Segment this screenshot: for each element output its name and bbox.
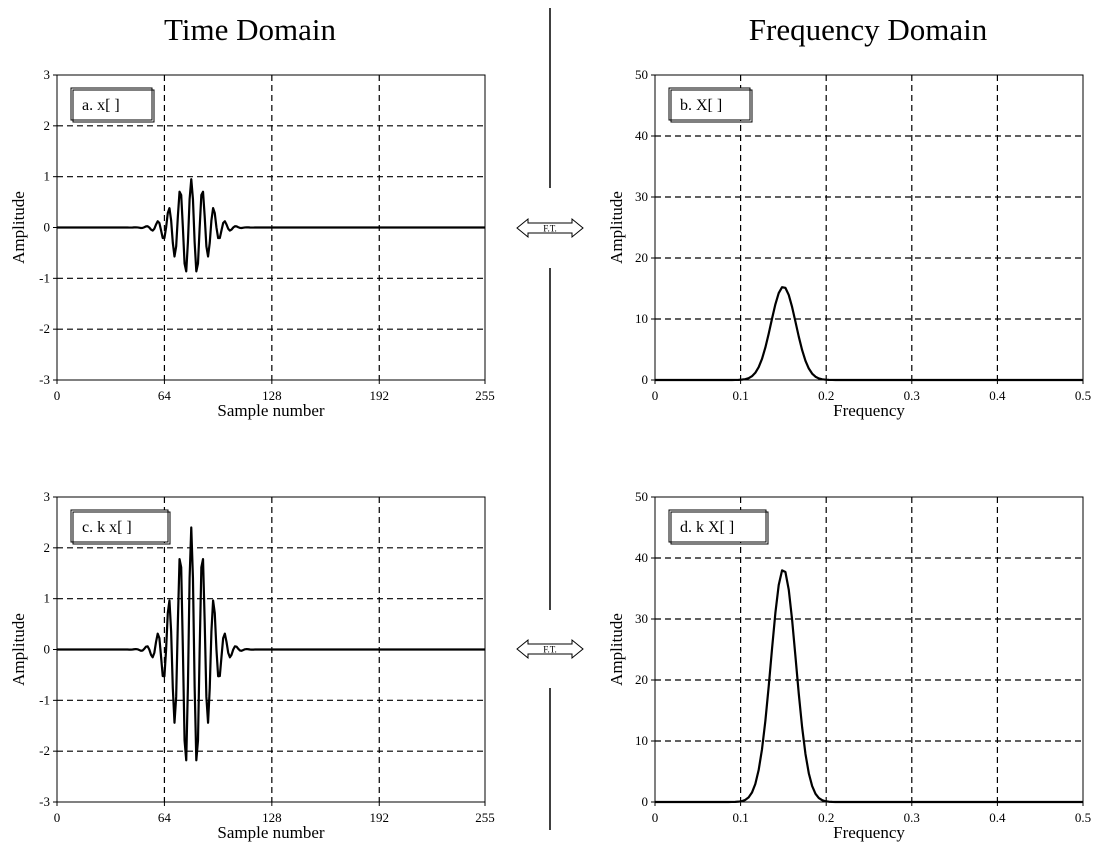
panel-label-shadow xyxy=(72,511,171,545)
panel-label-shadow xyxy=(670,89,753,123)
y-tick-label: 0 xyxy=(642,794,649,809)
chart-panel-4: 0 10 20 30 40 50 0 0.1 0.2 0.3 0.4 0.5 Frequency Ampl… xyxy=(607,489,1091,842)
x-tick-label: 0 xyxy=(652,388,659,403)
y-tick-label: 3 xyxy=(44,489,51,504)
y-tick-label: -2 xyxy=(39,743,50,758)
plot-frame xyxy=(654,496,1084,803)
panel-label: c. k x[ ] xyxy=(82,519,132,536)
x-tick-label: 255 xyxy=(475,388,495,403)
chart-panel-1: -3 -2 -1 0 1 2 3 0 64 128 192 255 Sample number Ampli… xyxy=(9,67,495,420)
panel-label-box xyxy=(70,509,169,543)
double-arrow-shape xyxy=(516,217,584,239)
x-tick-label: 0 xyxy=(54,810,61,825)
x-tick-label: 0 xyxy=(652,810,659,825)
y-tick-label: 10 xyxy=(635,311,648,326)
x-axis-label: Sample number xyxy=(217,401,325,420)
y-axis-label: Amplitude xyxy=(9,613,28,686)
x-tick-label: 192 xyxy=(370,810,390,825)
double-arrow-shape xyxy=(516,638,584,660)
y-axis-label: Amplitude xyxy=(607,613,626,686)
panel-label-shadow xyxy=(670,511,769,545)
panel-label-box xyxy=(668,509,767,543)
frequency-domain-heading: Frequency Domain xyxy=(748,12,988,47)
y-tick-label: 10 xyxy=(635,733,648,748)
x-tick-label: 0.5 xyxy=(1075,388,1091,403)
panel-label-shadow xyxy=(72,89,155,123)
plot-frame xyxy=(654,74,1084,381)
x-tick-label: 0.5 xyxy=(1075,810,1091,825)
y-tick-label: -1 xyxy=(39,270,50,285)
y-axis-label: Amplitude xyxy=(607,191,626,264)
y-tick-label: 2 xyxy=(44,118,51,133)
panel-label: a. x[ ] xyxy=(82,97,120,114)
y-tick-label: 50 xyxy=(635,67,648,82)
ft-label: F.T. xyxy=(543,224,557,234)
panel-label-box xyxy=(70,87,153,121)
y-tick-label: -2 xyxy=(39,321,50,336)
x-axis-label: Frequency xyxy=(833,823,905,842)
y-axis-label: Amplitude xyxy=(9,191,28,264)
ft-arrow-1: F.T. xyxy=(516,217,584,239)
x-tick-label: 64 xyxy=(158,810,172,825)
y-tick-label: -1 xyxy=(39,692,50,707)
x-tick-label: 0.2 xyxy=(818,388,834,403)
y-tick-label: 0 xyxy=(642,372,649,387)
y-tick-label: 1 xyxy=(44,591,51,606)
y-tick-label: 40 xyxy=(635,550,648,565)
y-tick-label: -3 xyxy=(39,372,50,387)
x-tick-label: 192 xyxy=(370,388,390,403)
x-tick-label: 0.4 xyxy=(989,388,1006,403)
y-tick-label: 20 xyxy=(635,250,648,265)
y-tick-label: 1 xyxy=(44,169,51,184)
x-axis-label: Frequency xyxy=(833,401,905,420)
x-tick-label: 0.1 xyxy=(732,810,748,825)
y-tick-label: 30 xyxy=(635,611,648,626)
y-tick-label: 30 xyxy=(635,189,648,204)
series-line-1 xyxy=(57,178,485,273)
y-tick-label: 2 xyxy=(44,540,51,555)
x-tick-label: 0.3 xyxy=(904,810,920,825)
series-line-1 xyxy=(655,569,1083,804)
y-tick-label: 40 xyxy=(635,128,648,143)
y-tick-label: -3 xyxy=(39,794,50,809)
x-tick-label: 0.3 xyxy=(904,388,920,403)
x-tick-label: 0.1 xyxy=(732,388,748,403)
chart-panel-3: -3 -2 -1 0 1 2 3 0 64 128 192 255 Sample number Ampli… xyxy=(9,489,495,842)
y-tick-label: 20 xyxy=(635,672,648,687)
series-line-1 xyxy=(655,286,1083,382)
x-tick-label: 64 xyxy=(158,388,172,403)
series-line-1 xyxy=(57,526,485,762)
y-tick-label: 3 xyxy=(44,67,51,82)
y-tick-label: 0 xyxy=(44,220,51,235)
ft-label: F.T. xyxy=(543,645,557,655)
x-tick-label: 0.4 xyxy=(989,810,1006,825)
panel-label: d. k X[ ] xyxy=(680,519,734,536)
x-tick-label: 128 xyxy=(262,810,282,825)
x-tick-label: 0.2 xyxy=(818,810,834,825)
panel-label-box xyxy=(668,87,751,121)
ft-arrow-2: F.T. xyxy=(516,638,584,660)
chart-panel-2: 0 10 20 30 40 50 0 0.1 0.2 0.3 0.4 0.5 Frequency Ampl… xyxy=(607,67,1091,420)
panel-label: b. X[ ] xyxy=(680,97,722,114)
x-tick-label: 128 xyxy=(262,388,282,403)
x-tick-label: 0 xyxy=(54,388,61,403)
x-tick-label: 255 xyxy=(475,810,495,825)
y-tick-label: 0 xyxy=(44,642,51,657)
x-axis-label: Sample number xyxy=(217,823,325,842)
time-domain-heading: Time Domain xyxy=(164,12,336,47)
y-tick-label: 50 xyxy=(635,489,648,504)
